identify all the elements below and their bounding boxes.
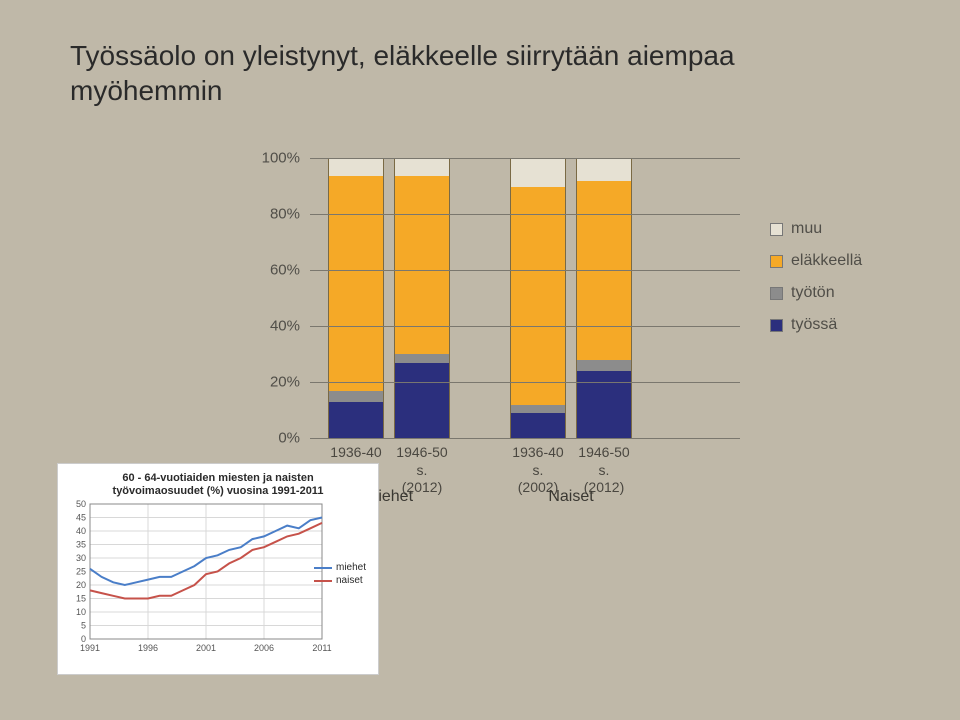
legend-swatch: [770, 223, 783, 236]
legend-label: työtön: [791, 284, 835, 302]
bar-segment-työssä: [511, 413, 565, 438]
y-tick-label: 40%: [270, 318, 300, 335]
gridline: [310, 214, 740, 215]
bar-segment-eläkkeellä: [395, 176, 449, 355]
svg-text:50: 50: [76, 500, 86, 509]
legend-label: muu: [791, 220, 822, 238]
svg-text:1991: 1991: [80, 643, 100, 653]
svg-text:1996: 1996: [138, 643, 158, 653]
inset-chart: 60 - 64-vuotiaiden miesten ja naisten ty…: [58, 464, 378, 674]
svg-text:20: 20: [76, 580, 86, 590]
legend-swatch: [770, 255, 783, 268]
legend: muu eläkkeellä työtön työssä: [770, 220, 862, 348]
legend-item: eläkkeellä: [770, 252, 862, 270]
inset-legend-line: [314, 580, 332, 582]
bar-segment-työtön: [329, 391, 383, 402]
svg-text:5: 5: [81, 621, 86, 631]
svg-text:30: 30: [76, 553, 86, 563]
group-label: Naiset: [510, 488, 632, 506]
svg-text:2011: 2011: [312, 643, 331, 653]
y-tick-label: 100%: [262, 150, 300, 167]
legend-item: muu: [770, 220, 862, 238]
y-tick-label: 80%: [270, 206, 300, 223]
bar: [328, 158, 384, 438]
svg-text:2001: 2001: [196, 643, 216, 653]
inset-title: 60 - 64-vuotiaiden miesten ja naisten ty…: [64, 472, 372, 498]
svg-text:45: 45: [76, 513, 86, 523]
inset-legend-item: miehet: [314, 562, 366, 573]
bar-group: [510, 158, 632, 438]
inset-legend-line: [314, 567, 332, 569]
svg-text:25: 25: [76, 567, 86, 577]
bar-segment-työssä: [395, 363, 449, 438]
bars-container: [310, 158, 740, 438]
gridline: [310, 326, 740, 327]
svg-text:40: 40: [76, 526, 86, 536]
bar-segment-eläkkeellä: [329, 176, 383, 391]
y-tick-label: 20%: [270, 374, 300, 391]
gridline: [310, 438, 740, 439]
bar: [394, 158, 450, 438]
inset-legend: miehet naiset: [314, 562, 366, 588]
bar-segment-muu: [395, 159, 449, 176]
bar-segment-muu: [577, 159, 631, 181]
title-line2: myöhemmin: [70, 73, 735, 108]
svg-text:35: 35: [76, 540, 86, 550]
inset-legend-label: miehet: [336, 562, 366, 573]
bar-segment-työtön: [395, 354, 449, 362]
legend-label: eläkkeellä: [791, 252, 862, 270]
bar-segment-työssä: [329, 402, 383, 438]
y-tick-label: 0%: [278, 430, 300, 447]
gridline: [310, 382, 740, 383]
gridline: [310, 158, 740, 159]
bar-segment-muu: [329, 159, 383, 176]
legend-label: työssä: [791, 316, 837, 334]
title-line1: Työssäolo on yleistynyt, eläkkeelle siir…: [70, 38, 735, 73]
legend-item: työssä: [770, 316, 862, 334]
inset-legend-item: naiset: [314, 575, 366, 586]
inset-legend-label: naiset: [336, 575, 363, 586]
legend-item: työtön: [770, 284, 862, 302]
legend-swatch: [770, 287, 783, 300]
bar-group: [328, 158, 450, 438]
legend-swatch: [770, 319, 783, 332]
bar: [510, 158, 566, 438]
svg-text:10: 10: [76, 607, 86, 617]
inset-plot: 0510152025303540455019911996200120062011…: [64, 500, 372, 655]
bar-segment-muu: [511, 159, 565, 187]
plot-area: 0%20%40%60%80%100%: [310, 158, 740, 438]
bar: [576, 158, 632, 438]
gridline: [310, 270, 740, 271]
bar-segment-työtön: [511, 405, 565, 413]
svg-text:15: 15: [76, 594, 86, 604]
svg-text:2006: 2006: [254, 643, 274, 653]
bar-segment-eläkkeellä: [511, 187, 565, 405]
bar-segment-työtön: [577, 360, 631, 371]
y-tick-label: 60%: [270, 262, 300, 279]
page-title: Työssäolo on yleistynyt, eläkkeelle siir…: [70, 38, 735, 108]
